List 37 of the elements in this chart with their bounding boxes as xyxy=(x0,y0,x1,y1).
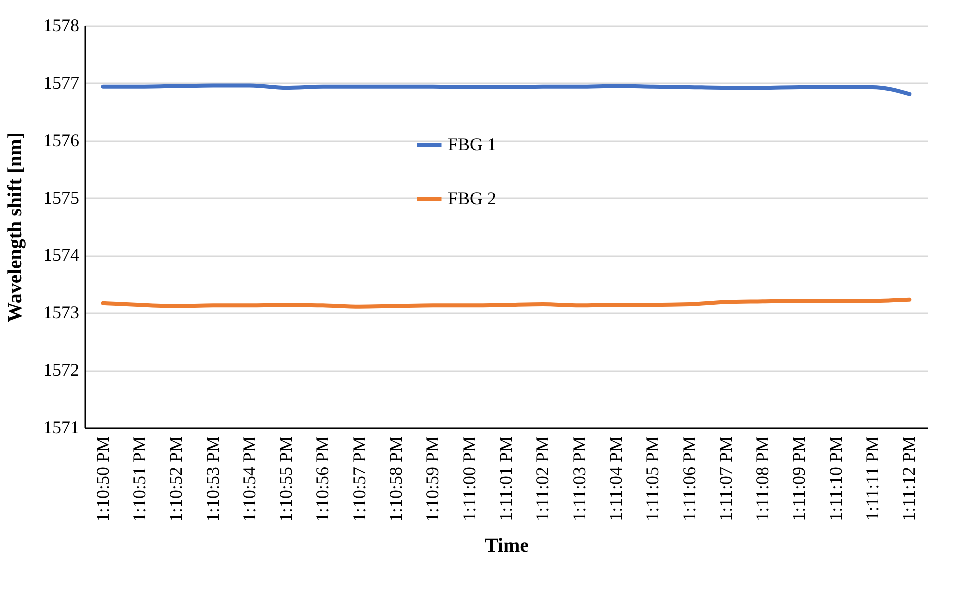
y-tick-label: 1573 xyxy=(44,302,80,323)
x-tick-label: 1:10:57 PM xyxy=(349,436,370,522)
line-series xyxy=(101,298,912,309)
x-tick-label: 1:11:10 PM xyxy=(826,436,846,522)
x-tick-label: 1:11:06 PM xyxy=(679,436,700,522)
x-tick-label: 1:11:11 PM xyxy=(862,436,883,521)
x-tick-label: 1:11:05 PM xyxy=(642,436,663,522)
x-tick-label: 1:10:59 PM xyxy=(422,436,443,522)
y-tick-label: 1576 xyxy=(44,130,80,150)
y-tick-label: 1574 xyxy=(44,245,80,266)
y-tick-label: 1571 xyxy=(44,418,80,438)
legend-label: FBG 2 xyxy=(448,188,497,208)
x-tick-label: 1:10:50 PM xyxy=(92,436,113,522)
x-tick-label: 1:10:56 PM xyxy=(312,436,333,522)
x-tick-label: 1:11:01 PM xyxy=(496,436,516,522)
legend-label: FBG 1 xyxy=(448,134,497,154)
y-tick-label: 1577 xyxy=(44,72,80,93)
x-tick-label: 1:10:52 PM xyxy=(166,436,186,522)
x-tick-label: 1:10:54 PM xyxy=(239,436,260,522)
y-tick-label: 1575 xyxy=(44,188,80,208)
x-tick-label: 1:11:03 PM xyxy=(569,436,590,522)
line-series xyxy=(101,84,912,96)
x-tick-label: 1:11:12 PM xyxy=(899,436,920,522)
y-tick-label: 1572 xyxy=(44,360,80,380)
x-tick-label: 1:11:02 PM xyxy=(532,436,553,522)
x-tick-label: 1:10:55 PM xyxy=(276,436,296,522)
x-tick-label: 1:10:58 PM xyxy=(386,436,406,522)
x-tick-label: 1:10:53 PM xyxy=(202,436,223,522)
x-tick-label: 1:11:09 PM xyxy=(789,436,810,522)
x-tick-label: 1:11:04 PM xyxy=(606,436,626,522)
x-tick-label: 1:10:51 PM xyxy=(129,436,150,522)
y-axis-title: Wavelength shift [nm] xyxy=(4,132,26,322)
x-tick-label: 1:11:08 PM xyxy=(752,436,773,522)
y-tick-label: 1578 xyxy=(44,16,80,36)
x-tick-label: 1:11:00 PM xyxy=(459,436,480,522)
x-tick-label: 1:11:07 PM xyxy=(716,436,736,522)
x-axis-title: Time xyxy=(484,535,530,558)
